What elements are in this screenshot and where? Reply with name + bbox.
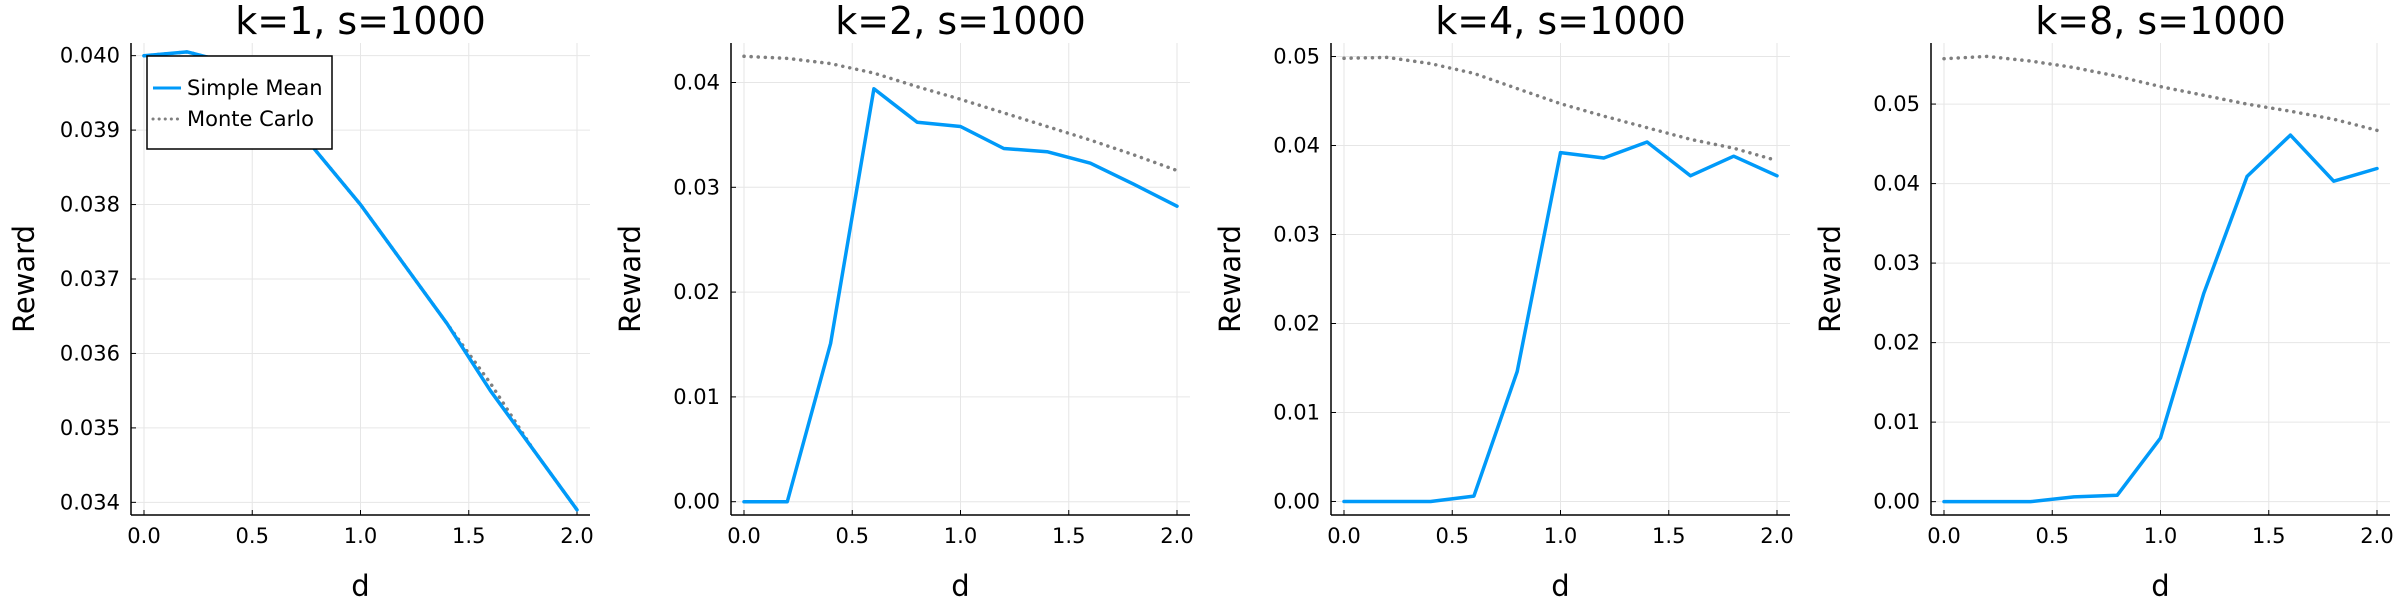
panel-title: k=8, s=1000: [2035, 0, 2286, 43]
y-tick-label: 0.035: [60, 416, 120, 440]
x-tick-label: 1.5: [1652, 524, 1685, 548]
y-tick-label: 0.02: [1273, 311, 1320, 335]
panel-title: k=1, s=1000: [235, 0, 486, 43]
y-tick-label: 0.02: [1873, 331, 1920, 355]
simple-mean-line: [1942, 133, 2379, 504]
y-tick-label: 0.03: [1873, 251, 1920, 275]
panel-title: k=4, s=1000: [1435, 0, 1686, 43]
y-tick-label: 0.04: [1873, 172, 1920, 196]
x-axis-label: d: [2151, 569, 2169, 600]
y-axis-label: Reward: [1813, 225, 1847, 333]
x-tick-label: 0.5: [236, 524, 269, 548]
x-tick-label: 1.5: [2252, 524, 2285, 548]
y-tick-label: 0.04: [673, 71, 720, 95]
y-tick-label: 0.04: [1273, 134, 1320, 158]
x-tick-label: 1.5: [452, 524, 485, 548]
x-tick-label: 2.0: [1160, 524, 1193, 548]
y-tick-label: 0.03: [1273, 223, 1320, 247]
x-tick-label: 0.5: [1436, 524, 1469, 548]
monte-carlo-line: [742, 54, 1179, 173]
y-tick-label: 0.034: [60, 490, 120, 514]
x-tick-label: 1.0: [944, 524, 977, 548]
x-tick-label: 1.5: [1052, 524, 1085, 548]
x-tick-label: 2.0: [1760, 524, 1793, 548]
y-tick-label: 0.05: [1273, 45, 1320, 69]
chart-panel-4: 0.0 0.5 1.0 1.5 2.0 0.00 0.01 0.02 0.03 0.04 0.05 d…: [1813, 0, 2394, 603]
x-tick-label: 0.0: [727, 524, 760, 548]
y-tick-label: 0.036: [60, 341, 120, 365]
x-tick-label: 0.5: [836, 524, 869, 548]
legend-monte-carlo-label: Monte Carlo: [187, 107, 314, 131]
x-tick-label: 0.0: [127, 524, 160, 548]
legend-box: [146, 55, 333, 150]
chart-panel-2: 0.0 0.5 1.0 1.5 2.0 0.00 0.01 0.02 0.03 0.04 d Rewa…: [613, 0, 1194, 603]
x-tick-label: 1.0: [344, 524, 377, 548]
x-tick-label: 2.0: [560, 524, 593, 548]
y-tick-label: 0.037: [60, 267, 120, 291]
x-axis-label: d: [1551, 569, 1569, 600]
x-tick-label: 2.0: [2360, 524, 2393, 548]
x-axis-label: d: [351, 569, 369, 600]
y-tick-label: 0.038: [60, 193, 120, 217]
y-axis-label: Reward: [613, 225, 647, 333]
y-tick-label: 0.02: [673, 280, 720, 304]
y-tick-label: 0.00: [1873, 490, 1920, 514]
y-tick-label: 0.01: [1273, 400, 1320, 424]
chart-panel-3: 0.0 0.5 1.0 1.5 2.0 0.00 0.01 0.02 0.03 0.04 0.05 d…: [1213, 0, 1794, 603]
legend-simple-mean-label: Simple Mean: [187, 76, 323, 100]
x-tick-label: 1.0: [1544, 524, 1577, 548]
y-tick-label: 0.05: [1873, 92, 1920, 116]
monte-carlo-line: [1342, 55, 1779, 163]
y-tick-label: 0.039: [60, 118, 120, 142]
y-axis-label: Reward: [1213, 225, 1247, 333]
legend: Simple Mean Monte Carlo: [146, 55, 333, 150]
simple-mean-line: [1342, 140, 1779, 504]
x-tick-label: 0.0: [1327, 524, 1360, 548]
y-axis-label: Reward: [7, 225, 41, 333]
y-tick-label: 0.03: [673, 175, 720, 199]
y-tick-label: 0.01: [1873, 410, 1920, 434]
simple-mean-line: [742, 87, 1179, 504]
x-tick-label: 0.5: [2036, 524, 2069, 548]
monte-carlo-line: [1942, 54, 2379, 133]
x-tick-label: 1.0: [2144, 524, 2177, 548]
x-tick-label: 0.0: [1927, 524, 1960, 548]
y-tick-label: 0.00: [673, 490, 720, 514]
panel-title: k=2, s=1000: [835, 0, 1086, 43]
chart-panel-1: 0.0 0.5 1.0 1.5 2.0 0.034 0.035 0.036 0.037 0.038…: [7, 0, 594, 603]
y-tick-label: 0.040: [60, 44, 120, 68]
x-axis-label: d: [951, 569, 969, 600]
y-tick-label: 0.00: [1273, 489, 1320, 513]
y-tick-label: 0.01: [673, 385, 720, 409]
